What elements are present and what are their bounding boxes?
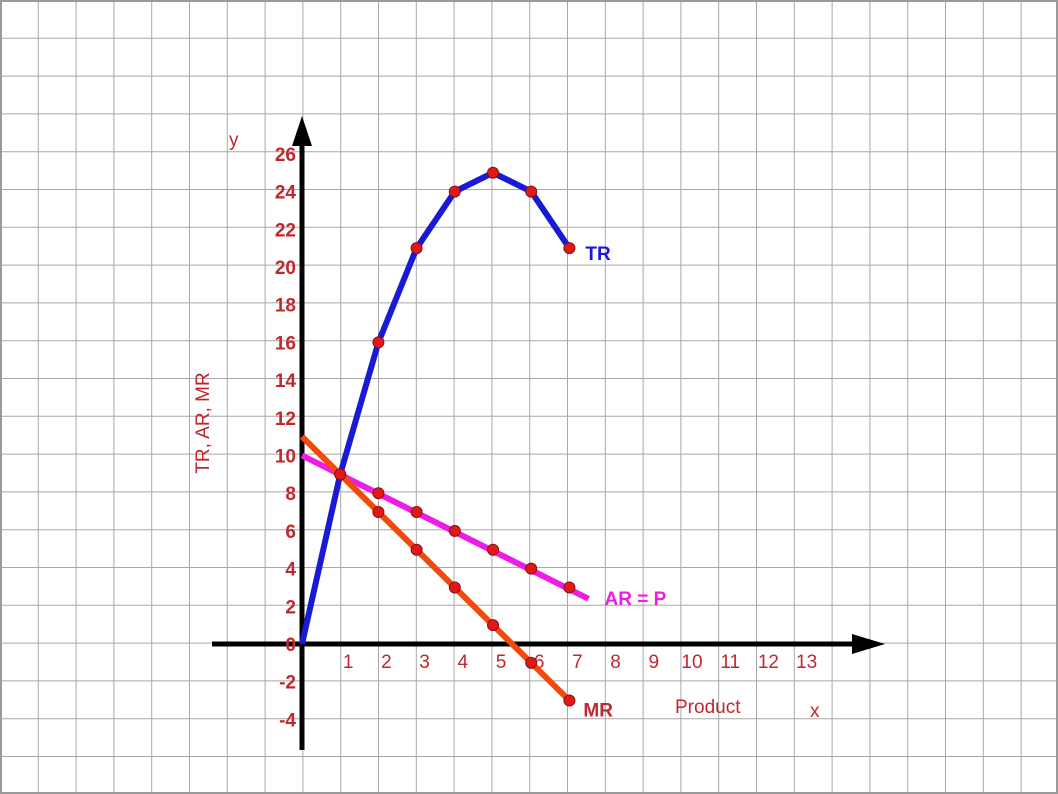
series-line — [299, 169, 572, 645]
x-axis-arrow — [852, 634, 885, 654]
data-point — [372, 506, 385, 519]
x-tick-label: 10 — [681, 652, 702, 673]
series-label: TR — [585, 244, 611, 265]
y-tick-label: 6 — [285, 522, 296, 543]
x-tick-label: 8 — [610, 652, 621, 673]
data-point — [525, 185, 538, 198]
y-tick-label: 10 — [275, 447, 296, 468]
y-tick-label: 14 — [275, 371, 297, 392]
data-point — [334, 468, 347, 481]
data-point — [410, 242, 423, 255]
y-tick-label: 2 — [285, 597, 296, 618]
x-axis-letter: x — [810, 701, 820, 722]
y-tick-label: 8 — [285, 484, 296, 505]
data-point — [525, 562, 538, 575]
data-point — [487, 619, 499, 632]
y-tick-label: -2 — [279, 673, 296, 694]
series-line — [299, 434, 572, 703]
data-point — [410, 506, 423, 519]
y-axis-letter: y — [229, 130, 239, 151]
y-axis-arrow — [292, 116, 312, 146]
axes — [212, 116, 885, 750]
data-point — [487, 166, 499, 179]
data-point — [563, 581, 576, 594]
y-tick-label: 12 — [275, 409, 296, 430]
y-tick-label: 18 — [275, 296, 296, 317]
data-point — [448, 524, 461, 537]
x-tick-label: 7 — [572, 652, 583, 673]
x-tick-label: 2 — [381, 652, 392, 673]
x-tick-label: 12 — [758, 652, 779, 673]
data-markers — [334, 166, 576, 707]
x-tick-label: 13 — [796, 652, 817, 673]
data-point — [448, 581, 461, 594]
data-point — [525, 656, 538, 669]
x-tick-label: 3 — [419, 652, 430, 673]
x-tick-label: 5 — [496, 652, 507, 673]
series-labels: TR AR = P MR — [583, 244, 666, 721]
series-label: AR = P — [605, 589, 667, 610]
y-tick-label: 0 — [285, 635, 296, 656]
data-point — [563, 694, 576, 707]
y-tick-label: 20 — [275, 258, 296, 279]
y-tick-label: 22 — [275, 220, 296, 241]
x-tick-label: 4 — [458, 652, 469, 673]
data-point — [372, 487, 385, 500]
data-point — [487, 543, 499, 556]
x-tick-label: 1 — [343, 652, 354, 673]
y-tick-label: 26 — [275, 145, 296, 166]
data-point — [372, 336, 385, 349]
series-lines — [299, 169, 590, 703]
y-tick-label: 16 — [275, 333, 296, 354]
data-point — [448, 185, 461, 198]
data-point — [410, 543, 423, 556]
series-line — [300, 452, 590, 602]
x-tick-labels: 1 2 3 4 5 6 7 8 9 10 11 12 13 — [343, 652, 817, 673]
data-point — [563, 242, 576, 255]
x-axis-label: Product — [675, 697, 741, 718]
y-tick-label: 24 — [275, 183, 297, 204]
x-tick-label: 11 — [720, 652, 740, 673]
y-tick-label: 4 — [285, 560, 296, 581]
y-axis-label: TR, AR, MR — [193, 372, 214, 473]
series-label: MR — [583, 701, 613, 722]
y-tick-label: -4 — [279, 710, 296, 731]
x-tick-label: 6 — [534, 652, 545, 673]
x-tick-label: 9 — [649, 652, 660, 673]
